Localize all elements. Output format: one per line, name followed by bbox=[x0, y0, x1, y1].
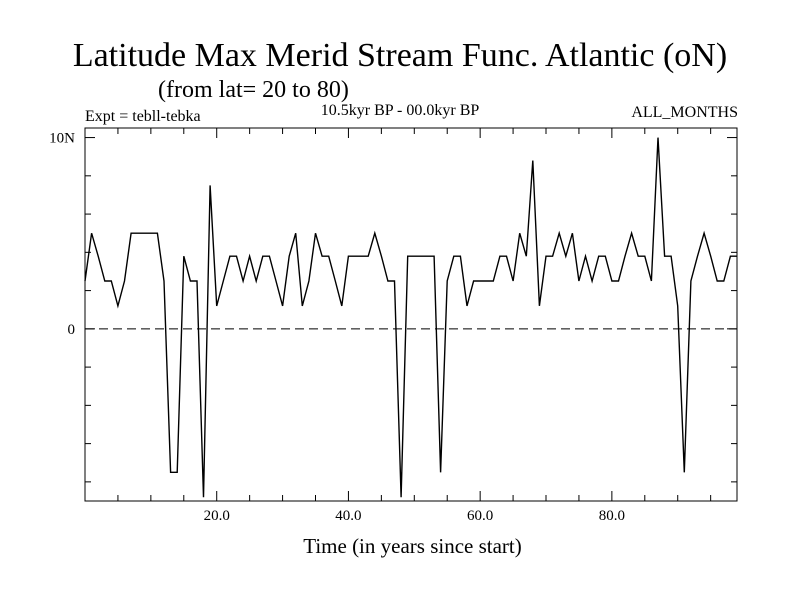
y-tick-label: 0 bbox=[68, 322, 76, 338]
x-axis-label: Time (in years since start) bbox=[303, 534, 522, 558]
x-tick-label: 60.0 bbox=[467, 508, 493, 524]
months-label: ALL_MONTHS bbox=[631, 104, 738, 121]
x-tick-label: 20.0 bbox=[204, 508, 230, 524]
chart-subtitle: (from lat= 20 to 80) bbox=[158, 77, 349, 103]
period-label: 10.5kyr BP - 00.0kyr BP bbox=[320, 102, 480, 119]
x-tick-label: 40.0 bbox=[335, 508, 361, 524]
chart-title: Latitude Max Merid Stream Func. Atlantic… bbox=[72, 37, 728, 74]
series-line bbox=[84, 137, 737, 498]
y-tick-label: 10N bbox=[49, 131, 75, 147]
experiment-label: Expt = tebll-tebka bbox=[85, 108, 201, 125]
x-tick-label: 80.0 bbox=[599, 508, 625, 524]
plot-frame bbox=[84, 127, 738, 502]
